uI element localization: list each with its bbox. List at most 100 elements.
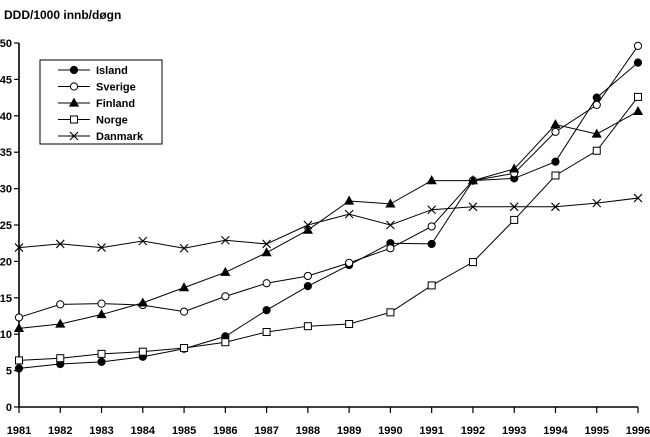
axes: 0 5 10 15 20 25 30 35 40 45 50 1981 1982 1983 1984 1985… [0, 38, 650, 437]
y-tick-label: 45 [0, 74, 12, 86]
data-point [69, 131, 79, 141]
data-point [510, 215, 519, 224]
x-tick-label: 1996 [626, 425, 650, 437]
data-point [385, 198, 396, 208]
data-point [344, 195, 355, 205]
data-point [509, 163, 520, 173]
data-point [15, 356, 23, 365]
data-point [591, 128, 602, 138]
data-point [551, 171, 560, 180]
data-point [70, 115, 78, 124]
x-tick-label: 1986 [213, 425, 237, 437]
data-point [56, 300, 65, 309]
data-point [96, 309, 107, 319]
y-tick-label: 0 [6, 402, 12, 414]
data-point [551, 127, 560, 136]
legend-item-norge: Norge [58, 115, 128, 127]
x-tick-label: 1981 [7, 425, 31, 437]
legend-box [39, 59, 163, 145]
series-line [18, 45, 639, 318]
data-point [13, 322, 25, 332]
series-line [18, 110, 639, 329]
data-point [592, 198, 602, 208]
legend: Island Sverige Finland Norge Danmark [39, 59, 163, 145]
data-point [303, 220, 313, 230]
y-tick-label: 15 [0, 293, 12, 305]
data-point [137, 297, 148, 307]
data-point [138, 236, 148, 246]
data-point [261, 247, 272, 257]
legend-label: Danmark [96, 131, 144, 143]
x-tick-label: 1994 [543, 425, 568, 437]
data-point [592, 100, 601, 109]
data-point [97, 349, 106, 358]
y-tick-label: 10 [0, 329, 12, 341]
y-tick-label: 20 [0, 256, 12, 268]
chart-title: DDD/1000 innb/døgn [4, 8, 121, 22]
legend-item-finland: Finland [58, 97, 135, 110]
data-point [386, 244, 395, 253]
legend-label: Finland [96, 98, 135, 110]
y-tick-label: 40 [0, 111, 12, 123]
x-tick-label: 1991 [419, 425, 443, 437]
x-tick-label: 1993 [502, 425, 526, 437]
data-point [303, 271, 312, 281]
data-point [426, 175, 437, 185]
x-tick-label: 1983 [89, 425, 113, 437]
x-tick-label: 1989 [337, 425, 361, 437]
y-tick-label: 50 [0, 38, 12, 50]
x-tick-label: 1985 [172, 425, 196, 437]
data-point [220, 266, 231, 276]
y-tick-label: 25 [0, 220, 12, 232]
data-point [97, 357, 106, 366]
data-point [551, 202, 560, 212]
data-point [55, 318, 66, 328]
data-point [633, 193, 643, 203]
data-point [427, 205, 437, 215]
legend-label: Norge [96, 115, 128, 127]
series-line [18, 96, 639, 361]
data-point [633, 41, 643, 51]
data-point [386, 308, 395, 317]
data-point [179, 243, 189, 253]
data-point [69, 65, 79, 75]
legend-item-danmark: Danmark [58, 131, 144, 143]
x-tick-label: 1995 [584, 425, 608, 437]
data-point [221, 338, 230, 347]
legend-item-sverige: Sverige [58, 82, 136, 94]
legend-item-island: Island [58, 65, 128, 77]
data-point [509, 202, 519, 212]
data-point [262, 306, 271, 315]
data-point [262, 239, 271, 249]
data-point [220, 235, 230, 245]
series-danmark [14, 193, 643, 253]
data-point [14, 364, 24, 373]
series-island [14, 58, 643, 373]
legend-label: Sverige [96, 82, 136, 94]
data-point [633, 58, 643, 67]
data-point [427, 239, 436, 249]
series-line [18, 197, 639, 249]
series-finland [13, 106, 644, 332]
series-norge [15, 92, 642, 365]
x-tick-label: 1990 [378, 425, 402, 437]
data-point [56, 354, 65, 363]
data-point [468, 258, 477, 267]
data-point [467, 175, 479, 185]
x-tick-label: 1992 [461, 425, 485, 437]
series-sverige [14, 41, 643, 322]
data-point [468, 202, 478, 212]
x-tick-label: 1987 [254, 425, 278, 437]
data-point [550, 119, 561, 129]
data-point [427, 222, 436, 231]
data-point [303, 322, 312, 331]
y-tick-label: 35 [0, 147, 12, 159]
data-point [634, 92, 642, 101]
data-point [345, 320, 354, 329]
series-layer [13, 41, 644, 373]
legend-label: Island [96, 65, 128, 77]
y-tick-label: 5 [6, 366, 12, 378]
x-tick-label: 1982 [48, 425, 72, 437]
data-point [180, 344, 189, 353]
